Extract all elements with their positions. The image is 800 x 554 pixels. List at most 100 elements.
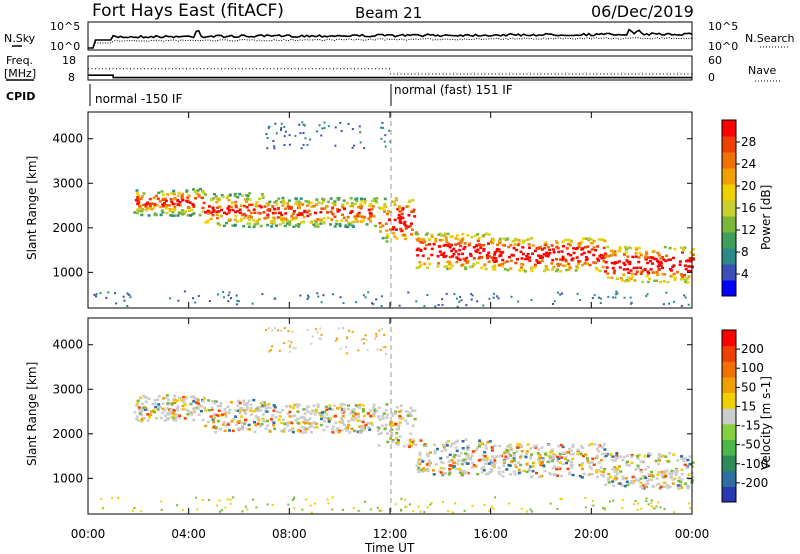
- echo-cell: [327, 125, 330, 128]
- echo-cell: [395, 406, 399, 409]
- echo-cell: [287, 421, 291, 424]
- echo-cell: [322, 199, 326, 203]
- echo-cell: [590, 442, 593, 446]
- echo-cell: [265, 329, 268, 332]
- echo-cell: [294, 347, 297, 350]
- echo-cell: [164, 207, 168, 210]
- echo-cell: [580, 240, 584, 244]
- echo-cell: [470, 466, 474, 469]
- echo-cell: [135, 189, 139, 192]
- echo-cell: [146, 207, 149, 210]
- echo-cell: [509, 446, 513, 450]
- echo-cell: [446, 440, 450, 443]
- echo-cell: [471, 504, 474, 507]
- echo-cell: [171, 411, 175, 415]
- echo-cell: [297, 203, 301, 207]
- echo-cell: [551, 268, 554, 271]
- cpid-segment-1: normal (fast) 151 IF: [394, 83, 513, 97]
- echo-cell: [272, 421, 276, 424]
- freq-label: Freq.: [6, 54, 33, 67]
- echo-cell: [525, 470, 529, 474]
- echo-cell: [334, 126, 337, 129]
- echo-cell: [231, 429, 235, 433]
- echo-cell: [683, 277, 687, 281]
- echo-cell: [538, 461, 542, 464]
- echo-cell: [234, 423, 238, 426]
- echo-cell: [672, 272, 676, 276]
- echo-cell: [495, 249, 499, 253]
- echo-cell: [351, 414, 355, 418]
- echo-cell: [444, 449, 448, 452]
- echo-cell: [652, 506, 655, 509]
- echo-cell: [171, 398, 175, 401]
- echo-cell: [412, 442, 415, 446]
- echo-cell: [645, 497, 648, 500]
- echo-cell: [346, 336, 349, 339]
- echo-cell: [653, 279, 657, 282]
- echo-cell: [397, 206, 401, 210]
- echo-cell: [390, 440, 394, 444]
- echo-cell: [642, 484, 645, 487]
- echo-cell: [240, 407, 244, 410]
- echo-cell: [279, 216, 283, 219]
- noise-left-tick-top: 10^5: [50, 20, 80, 33]
- echo-cell: [657, 501, 660, 504]
- echo-cell: [183, 403, 187, 406]
- echo-cell: [223, 412, 227, 416]
- echo-cell: [369, 220, 373, 223]
- echo-cell: [332, 404, 336, 407]
- echo-cell: [597, 469, 600, 472]
- echo-cell: [637, 260, 641, 264]
- echo-cell: [171, 202, 175, 206]
- echo-cell: [276, 329, 279, 332]
- echo-cell: [246, 401, 250, 405]
- echo-cell: [428, 459, 431, 462]
- echo-cell: [680, 472, 684, 476]
- echo-cell: [173, 414, 177, 417]
- velocity-colorbar-label: Velocity [m s-1]: [759, 376, 773, 470]
- echo-cell: [196, 402, 200, 405]
- echo-cell: [467, 244, 471, 247]
- echo-cell: [498, 239, 502, 243]
- echo-cell: [416, 233, 420, 236]
- echo-cell: [426, 266, 429, 269]
- echo-cell: [658, 261, 662, 264]
- echo-cell: [352, 429, 356, 433]
- echo-cell: [477, 442, 481, 446]
- echo-cell: [238, 211, 242, 214]
- echo-cell: [344, 224, 348, 227]
- echo-cell: [609, 452, 613, 456]
- echo-cell: [354, 404, 358, 407]
- echo-cell: [169, 198, 173, 201]
- echo-cell: [286, 412, 290, 416]
- echo-cell: [426, 294, 429, 296]
- echo-cell: [557, 291, 559, 294]
- echo-cell: [604, 261, 608, 264]
- echo-cell: [247, 225, 251, 229]
- echo-cell: [660, 470, 664, 474]
- echo-cell: [380, 305, 383, 307]
- colorbar-swatch: [722, 470, 736, 487]
- echo-cell: [524, 455, 528, 459]
- echo-cell: [683, 294, 686, 297]
- echo-cell: [151, 402, 155, 406]
- colorbar-tick-label: 24: [741, 157, 756, 171]
- echo-cell: [663, 508, 666, 511]
- echo-cell: [229, 205, 233, 209]
- echo-cell: [487, 233, 491, 236]
- echo-cell: [492, 463, 496, 466]
- echo-cell: [528, 256, 531, 259]
- echo-cell: [272, 222, 276, 225]
- echo-cell: [503, 267, 507, 271]
- echo-cell: [331, 428, 335, 431]
- echo-cell: [434, 305, 437, 308]
- echo-cell: [135, 402, 139, 405]
- echo-cell: [623, 253, 626, 256]
- echo-cell: [597, 445, 601, 448]
- echo-cell: [673, 247, 677, 251]
- echo-cell: [679, 278, 683, 281]
- echo-cell: [634, 255, 638, 258]
- echo-cell: [422, 444, 426, 447]
- echo-cell: [396, 443, 400, 447]
- echo-cell: [339, 406, 343, 409]
